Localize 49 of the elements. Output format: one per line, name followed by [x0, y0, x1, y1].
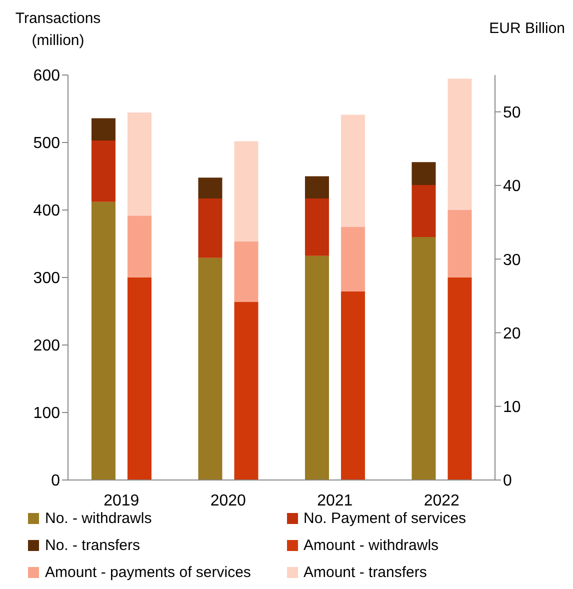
- legend-label: Amount - payments of services: [45, 564, 251, 581]
- x-tick-label: 2021: [317, 492, 353, 510]
- y2-tick-label: 40: [503, 178, 521, 196]
- y-tick-label: 300: [33, 270, 60, 288]
- bar: [340, 114, 365, 227]
- bar: [448, 278, 472, 480]
- bar: [304, 256, 329, 480]
- bar: [340, 291, 365, 480]
- y-tick-label: 600: [33, 68, 60, 85]
- legend-label: No. - withdrawls: [45, 510, 152, 527]
- y-axis-title: Transactions (million): [14, 9, 102, 51]
- bar: [412, 185, 436, 237]
- bar: [448, 210, 472, 278]
- bar: [412, 237, 436, 480]
- x-tick-label: 2020: [210, 492, 246, 510]
- bar: [234, 302, 258, 480]
- bar: [91, 140, 116, 202]
- y2-axis-title: EUR Billion: [489, 20, 565, 37]
- bar: [234, 241, 258, 302]
- bar: [448, 78, 472, 210]
- bar: [127, 112, 152, 216]
- y-tick-label: 100: [33, 405, 60, 422]
- legend-label: Amount - transfers: [304, 564, 427, 581]
- bar: [127, 278, 152, 480]
- y-tick-label: 0: [51, 472, 60, 490]
- legend-label: Amount - withdrawls: [304, 537, 439, 554]
- bar: [412, 162, 436, 186]
- y2-tick-label: 20: [503, 325, 521, 342]
- y-tick-label: 500: [33, 135, 60, 152]
- bar: [234, 141, 258, 242]
- y2-tick-label: 30: [503, 252, 521, 269]
- bar: [198, 178, 222, 199]
- legend-label: No. - transfers: [45, 537, 140, 554]
- bar: [198, 198, 222, 258]
- bar: [304, 198, 329, 256]
- bar: [198, 258, 222, 480]
- bar: [304, 176, 329, 199]
- y-tick-label: 400: [33, 202, 60, 220]
- x-tick-label: 2019: [104, 492, 140, 510]
- y2-tick-label: 50: [503, 104, 521, 122]
- bar: [340, 226, 365, 292]
- bar: [91, 118, 116, 140]
- bar: [91, 202, 116, 480]
- bar: [127, 216, 152, 278]
- x-tick-label: 2022: [424, 492, 460, 510]
- legend-label: No. Payment of services: [304, 510, 466, 527]
- y-tick-label: 200: [33, 338, 60, 355]
- y2-tick-label: 0: [503, 472, 512, 490]
- y2-tick-label: 10: [503, 399, 521, 416]
